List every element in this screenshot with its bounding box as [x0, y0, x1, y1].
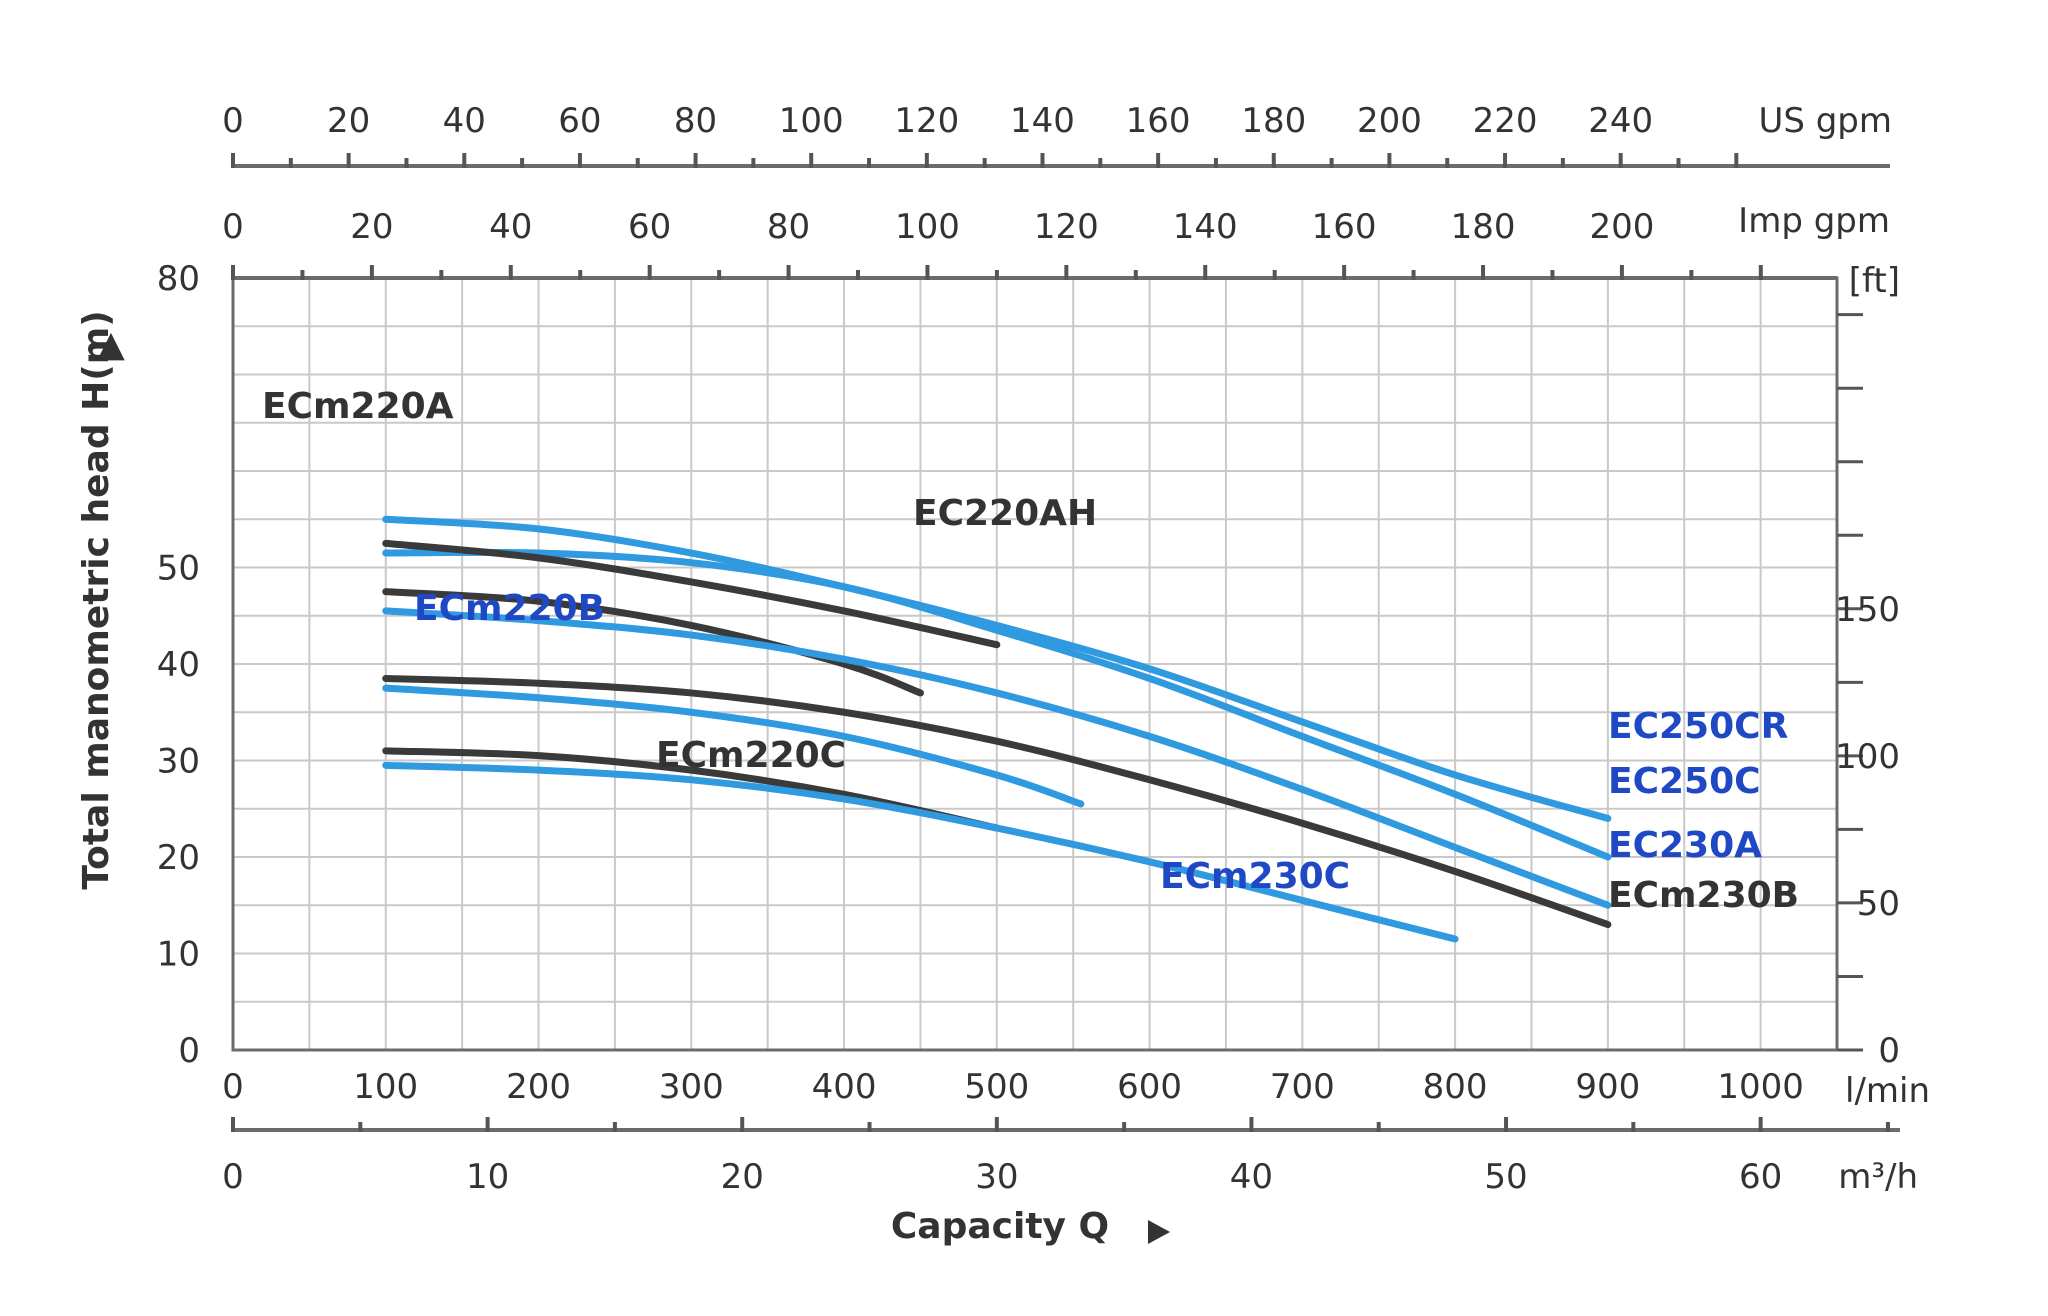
imp-gpm-tick-label: 80: [767, 207, 810, 247]
m3h-tick-label: 20: [721, 1157, 764, 1197]
x-tick-label: 400: [812, 1067, 877, 1107]
chart-grid: [233, 278, 1837, 1050]
y-tick-label: 40: [157, 645, 200, 685]
x-tick-label: 0: [222, 1067, 244, 1107]
us-gpm-tick-label: 180: [1241, 101, 1306, 141]
ft-tick-label: 50: [1857, 884, 1900, 924]
x-tick-label: 600: [1117, 1067, 1182, 1107]
x-tick-label: 800: [1423, 1067, 1488, 1107]
us-gpm-tick-label: 0: [222, 101, 244, 141]
m3h-tick-label: 0: [222, 1157, 244, 1197]
y-tick-label: 30: [157, 742, 200, 782]
imp-gpm-tick-label: 0: [222, 207, 244, 247]
series-label-ecm230c: ECm230C: [1160, 856, 1350, 897]
series-line-ec230a: [382, 607, 1612, 909]
series-label-ec230a: EC230A: [1608, 825, 1762, 866]
imp-gpm-tick-label: 120: [1034, 207, 1099, 247]
m3h-tick-label: 10: [466, 1157, 509, 1197]
us-gpm-tick-label: 140: [1010, 101, 1075, 141]
y-tick-label: 20: [157, 838, 200, 878]
x-axis-title: Capacity Q: [891, 1206, 1109, 1247]
series-label-ecm230b: ECm230B: [1608, 875, 1799, 916]
series-label-ec250c: EC250C: [1608, 761, 1761, 802]
series-label-ecm220b: ECm220B: [414, 588, 605, 629]
us-gpm-unit-label: US gpm: [1758, 101, 1892, 141]
x-tick-label: 200: [506, 1067, 571, 1107]
ft-tick-label: 100: [1835, 737, 1900, 777]
x-tick-label: 900: [1575, 1067, 1640, 1107]
m3h-unit-label: m³/h: [1838, 1157, 1918, 1197]
series-label-ecm220c: ECm220C: [656, 735, 846, 776]
us-gpm-tick-label: 60: [558, 101, 601, 141]
ft-tick-label: 0: [1878, 1031, 1900, 1071]
x-tick-label: 1000: [1717, 1067, 1804, 1107]
us-gpm-tick-label: 120: [894, 101, 959, 141]
y-tick-label: 10: [157, 935, 200, 975]
imp-gpm-unit-label: Imp gpm: [1738, 201, 1890, 241]
x-axis-arrow: [1148, 1220, 1170, 1244]
ft-tick-label: 150: [1835, 590, 1900, 630]
imp-gpm-tick-label: 140: [1173, 207, 1238, 247]
series-line-ec220ah: [382, 588, 924, 697]
imp-gpm-tick-label: 160: [1312, 207, 1377, 247]
series-label-ecm220a: ECm220A: [262, 386, 454, 427]
y-tick-label: 50: [157, 549, 200, 589]
x-unit-label: l/min: [1845, 1071, 1930, 1111]
us-gpm-tick-label: 80: [674, 101, 717, 141]
series-lines: [382, 515, 1612, 943]
us-gpm-tick-label: 100: [779, 101, 844, 141]
series-line-ec250cr: [382, 515, 1612, 822]
m3h-tick-label: 50: [1484, 1157, 1527, 1197]
us-gpm-tick-label: 160: [1126, 101, 1191, 141]
imp-gpm-tick-label: 20: [350, 207, 393, 247]
x-tick-label: 100: [353, 1067, 418, 1107]
imp-gpm-tick-label: 100: [895, 207, 960, 247]
y-tick-label: 80: [157, 259, 200, 299]
m3h-tick-label: 60: [1739, 1157, 1782, 1197]
series-line-ec250c: [382, 548, 1612, 861]
series-labels: EC250CR EC250C ECm220A EC220AH EC230A ECm230B…: [262, 386, 1799, 916]
y-axis-arrow: ▲: [97, 324, 125, 365]
us-gpm-tick-label: 200: [1357, 101, 1422, 141]
imp-gpm-tick-label: 180: [1451, 207, 1516, 247]
series-line-ecm220b: [382, 684, 1085, 808]
us-gpm-tick-label: 20: [327, 101, 370, 141]
series-label-ec250cr: EC250CR: [1608, 706, 1788, 747]
x-tick-label: 700: [1270, 1067, 1335, 1107]
m3h-tick-label: 30: [975, 1157, 1018, 1197]
y-tick-label: 0: [178, 1031, 200, 1071]
us-gpm-tick-label: 220: [1473, 101, 1538, 141]
series-line-ecm230b: [382, 674, 1612, 929]
x-tick-label: 500: [964, 1067, 1029, 1107]
x-tick-label: 300: [659, 1067, 724, 1107]
ft-unit-label: [ft]: [1849, 261, 1900, 301]
series-label-ec220ah: EC220AH: [913, 493, 1097, 534]
imp-gpm-tick-label: 60: [628, 207, 671, 247]
series-line-ecm220a: [382, 539, 1001, 649]
us-gpm-tick-label: 240: [1588, 101, 1653, 141]
imp-gpm-tick-label: 200: [1589, 207, 1654, 247]
y-axis-title: Total manometric head H(m): [76, 310, 117, 889]
series-line-ecm230c: [382, 761, 1459, 943]
us-gpm-tick-label: 40: [443, 101, 486, 141]
imp-gpm-tick-label: 40: [489, 207, 532, 247]
m3h-tick-label: 40: [1230, 1157, 1273, 1197]
